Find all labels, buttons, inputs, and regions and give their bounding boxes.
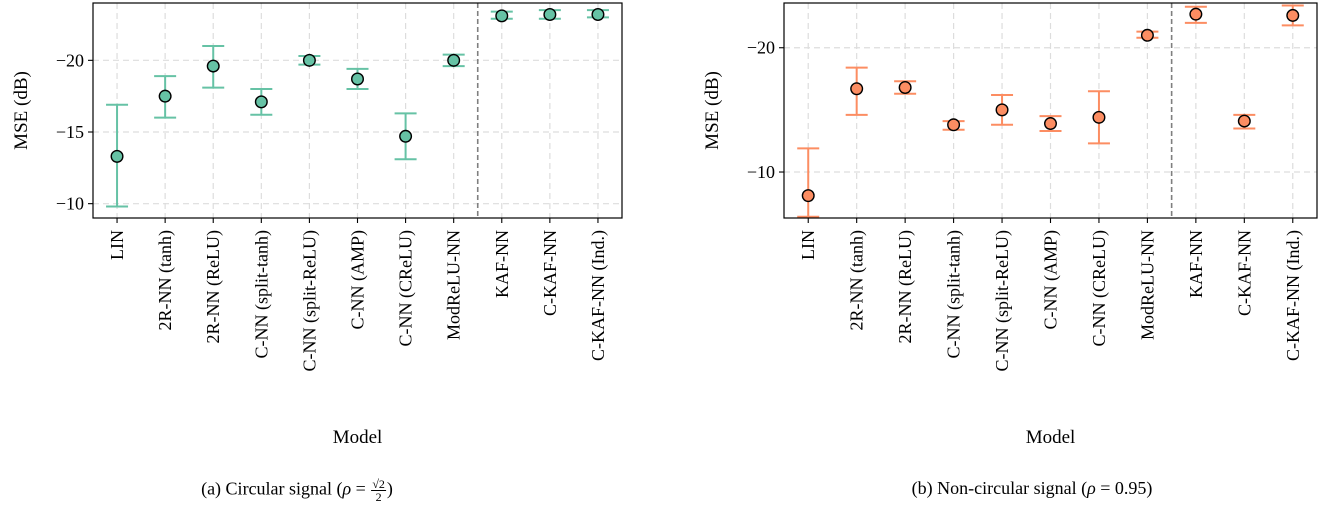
x-tick-label-a: C-NN (split-ReLU)	[299, 230, 320, 371]
x-tick-label-b: C-KAF-NN (Ind.)	[1283, 230, 1304, 361]
y-tick-label-a: −20	[56, 50, 84, 70]
x-tick-label-a: C-KAF-NN	[540, 230, 560, 316]
caption-noncircular-signal: (b) Non-circular signal (ρ = 0.95)	[912, 478, 1153, 499]
caption-a-prefix: (a) Circular signal (	[201, 478, 343, 499]
caption-b-value: 0.95	[1114, 478, 1147, 498]
x-tick-label-a: LIN	[107, 230, 127, 260]
data-point-b-4	[995, 103, 1009, 117]
y-tick-label-b: −20	[747, 38, 775, 58]
caption-a-fraction: √2 2	[371, 478, 386, 503]
chart-b: −10 −20 LIN 2R-NN (tanh) 2R-NN (ReLU) C-NN (s…	[702, 2, 1318, 448]
x-tick-label-b: C-KAF-NN	[1234, 230, 1254, 316]
data-point-a-7	[447, 53, 461, 67]
data-point-a-6	[399, 129, 413, 143]
x-axis-label-b: Model	[1026, 427, 1076, 448]
caption-b-prefix: (b) Non-circular signal (	[911, 478, 1088, 498]
x-tick-label-b: C-NN (AMP)	[1041, 230, 1062, 330]
x-tick-label-b: C-NN (split-tanh)	[944, 230, 965, 358]
y-tick-label-a: −15	[56, 122, 84, 142]
data-point-a-3	[254, 95, 268, 109]
data-point-a-4	[302, 53, 316, 67]
data-point-a-9	[543, 7, 557, 21]
data-point-a-0	[110, 149, 124, 163]
data-point-b-6	[1092, 110, 1106, 124]
x-tick-label-b: 2R-NN (tanh)	[847, 230, 868, 330]
data-point-b-1	[850, 82, 864, 96]
x-tick-label-b: 2R-NN (ReLU)	[895, 230, 916, 343]
x-axis-label-a: Model	[333, 427, 383, 448]
data-point-b-9	[1237, 114, 1251, 128]
caption-b-rho: ρ	[1087, 478, 1096, 498]
data-point-a-1	[158, 89, 172, 103]
caption-a-denominator: 2	[375, 490, 382, 504]
caption-circular-signal: (a) Circular signal (ρ = √2 2)	[201, 478, 393, 503]
x-tick-label-b: ModReLU-NN	[1137, 230, 1157, 340]
x-tick-label-b: KAF-NN	[1186, 230, 1206, 298]
x-tick-label-a: C-NN (split-tanh)	[251, 230, 272, 358]
y-axis-label-a: MSE (dB)	[11, 71, 32, 150]
data-point-a-10	[591, 7, 605, 21]
data-point-a-2	[206, 59, 220, 73]
x-tick-label-a: C-NN (CReLU)	[396, 230, 417, 346]
data-point-b-0	[801, 189, 815, 203]
data-point-b-10	[1286, 8, 1300, 22]
y-tick-label-a: −10	[56, 194, 84, 214]
caption-a-rho: ρ	[342, 478, 352, 499]
x-tick-label-b: C-NN (split-ReLU)	[992, 230, 1013, 371]
data-point-b-8	[1189, 7, 1203, 21]
data-point-b-3	[947, 118, 961, 132]
chart-a: −10 −15 −20 LIN 2R-NN (tanh) 2R-NN (ReLU) C-NN…	[11, 2, 623, 448]
caption-a-numerator: √2	[371, 477, 386, 491]
y-axis-label-b: MSE (dB)	[702, 71, 723, 150]
x-tick-label-b: C-NN (CReLU)	[1089, 230, 1110, 346]
caption-a-suffix: )	[386, 478, 393, 499]
caption-b-suffix: )	[1146, 478, 1153, 498]
x-tick-label-a: ModReLU-NN	[444, 230, 464, 340]
x-tick-label-a: C-NN (AMP)	[348, 230, 369, 330]
x-tick-label-a: KAF-NN	[492, 230, 512, 298]
x-tick-label-a: 2R-NN (ReLU)	[203, 230, 224, 343]
caption-a-equals: =	[351, 478, 371, 499]
data-point-b-2	[898, 81, 912, 95]
data-point-b-5	[1043, 117, 1057, 131]
data-point-b-7	[1140, 28, 1154, 42]
data-point-a-8	[495, 9, 509, 23]
caption-b-equals: =	[1095, 478, 1115, 498]
data-point-a-5	[351, 72, 365, 86]
x-tick-label-a: 2R-NN (tanh)	[155, 230, 176, 330]
x-tick-label-b: LIN	[798, 230, 818, 260]
x-tick-label-a: C-KAF-NN (Ind.)	[588, 230, 609, 361]
y-tick-label-b: −10	[747, 162, 775, 182]
